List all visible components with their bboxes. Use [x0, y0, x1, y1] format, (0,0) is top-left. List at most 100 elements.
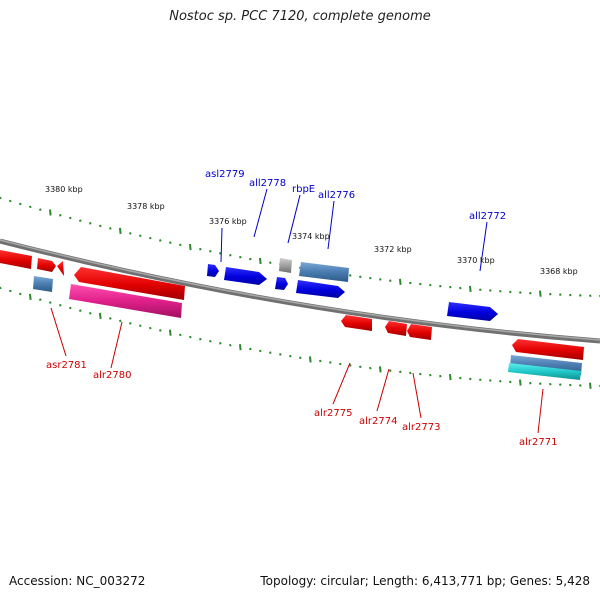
ruler-minor-tick — [269, 261, 272, 265]
ruler-major-tick — [99, 312, 102, 320]
gene-all2778[interactable]: all2778 — [224, 178, 286, 285]
genome-stats-text: Topology: circular; Length: 6,413,771 bp… — [260, 574, 590, 588]
ruler-minor-tick — [159, 329, 162, 332]
ruler-major-tick — [239, 344, 242, 351]
kbp-label: 3380 kbp — [45, 185, 83, 194]
gene-all2776[interactable]: all2776 — [296, 190, 355, 298]
gene-asl2779[interactable]: asl2779 — [205, 169, 245, 277]
accession-text: Accession: NC_003272 — [9, 574, 146, 588]
ruler-minor-tick — [559, 383, 562, 386]
gene-left-edge-1[interactable] — [0, 250, 32, 269]
ruler-minor-tick — [89, 312, 92, 315]
ruler-minor-tick — [249, 347, 252, 351]
ruler-minor-tick — [249, 257, 252, 261]
ruler-minor-tick — [19, 202, 22, 206]
ruler-major-tick — [379, 366, 382, 373]
ruler-minor-tick — [169, 241, 172, 244]
gene-label: rbpE — [292, 184, 315, 195]
ruler-minor-tick — [89, 222, 92, 225]
kbp-label: 3376 kbp — [209, 217, 247, 226]
ruler-minor-tick — [219, 341, 222, 345]
ruler-minor-tick — [79, 219, 82, 222]
ruler-minor-tick — [359, 365, 362, 369]
ruler-minor-tick — [379, 278, 382, 281]
ruler-minor-tick — [339, 362, 342, 366]
ruler-minor-tick — [259, 349, 262, 353]
ruler-minor-tick — [179, 243, 182, 247]
gene-alr2780[interactable]: alr2780 — [69, 267, 185, 381]
ruler-minor-tick — [269, 351, 272, 355]
ruler-minor-tick — [159, 239, 162, 242]
ruler-minor-tick — [79, 309, 82, 312]
ruler-minor-tick — [419, 372, 422, 376]
gene-left-edge-3[interactable] — [57, 261, 64, 276]
gene-rbpE[interactable]: rbpE — [279, 184, 315, 273]
ruler-minor-tick — [499, 289, 502, 293]
ruler-minor-tick — [359, 275, 362, 279]
ruler-minor-tick — [0, 286, 2, 290]
gene-alr2774[interactable]: alr2774 — [359, 321, 407, 427]
ruler-minor-tick — [529, 381, 532, 385]
gene-all2772[interactable]: all2772 — [447, 211, 506, 321]
gene-left-edge-2[interactable] — [37, 258, 56, 272]
gene-rbpE-cds[interactable] — [275, 277, 288, 290]
ruler-minor-tick — [439, 374, 442, 378]
ruler-minor-tick — [329, 361, 332, 364]
ruler-minor-tick — [389, 279, 392, 282]
ruler-minor-tick — [479, 378, 482, 382]
ruler-major-tick — [119, 227, 122, 235]
ruler-minor-tick — [129, 322, 132, 325]
gene-alr2771[interactable]: alr2771 — [508, 339, 584, 448]
ruler-minor-tick — [69, 306, 72, 310]
genome-backbone — [0, 238, 600, 344]
gene-label: asr2781 — [46, 360, 87, 371]
ruler-minor-tick — [229, 343, 232, 347]
ruler-minor-tick — [299, 356, 302, 360]
ruler-minor-tick — [199, 337, 202, 341]
gene-label: alr2775 — [314, 408, 352, 419]
ruler-minor-tick — [519, 291, 522, 294]
ruler-minor-tick — [449, 285, 452, 289]
ruler-major-tick — [399, 278, 402, 285]
ruler-minor-tick — [549, 382, 552, 386]
ruler-major-tick — [449, 374, 452, 381]
ruler-minor-tick — [139, 234, 142, 238]
gene-alr2775[interactable]: alr2775 — [314, 315, 372, 419]
ruler-minor-tick — [139, 324, 142, 328]
kbp-label: 3374 kbp — [292, 232, 330, 241]
ruler-minor-tick — [59, 304, 62, 307]
upper-ruler-track — [0, 196, 600, 298]
ruler-minor-tick — [579, 384, 582, 387]
ruler-minor-tick — [369, 366, 372, 370]
ruler-minor-tick — [209, 339, 212, 343]
gene-label: alr2771 — [519, 437, 557, 448]
ruler-minor-tick — [39, 208, 42, 212]
ruler-minor-tick — [429, 283, 432, 287]
gene-label: alr2773 — [402, 422, 440, 433]
ruler-major-tick — [189, 243, 192, 251]
ruler-minor-tick — [69, 216, 72, 220]
kbp-label: 3370 kbp — [457, 256, 495, 265]
gene-label: asl2779 — [205, 169, 245, 180]
ruler-minor-tick — [349, 364, 352, 367]
gene-label: all2772 — [469, 211, 506, 222]
ruler-minor-tick — [149, 326, 152, 330]
ruler-major-tick — [169, 329, 172, 336]
ruler-minor-tick — [279, 353, 282, 356]
ruler-minor-tick — [349, 274, 352, 277]
ruler-major-tick — [469, 285, 472, 293]
gene-alr2773[interactable]: alr2773 — [402, 324, 440, 433]
ruler-minor-tick — [499, 379, 502, 383]
gene-label: all2776 — [318, 190, 355, 201]
ruler-minor-tick — [189, 335, 192, 339]
ruler-major-tick — [309, 356, 312, 363]
ruler-major-tick — [519, 379, 522, 386]
ruler-minor-tick — [219, 251, 222, 255]
ruler-minor-tick — [129, 232, 132, 235]
ruler-minor-tick — [9, 199, 12, 203]
ruler-minor-tick — [119, 319, 122, 323]
gene-asr2781[interactable]: asr2781 — [33, 276, 87, 371]
ruler-minor-tick — [179, 333, 182, 337]
ruler-minor-tick — [59, 214, 62, 217]
ruler-minor-tick — [149, 236, 152, 240]
